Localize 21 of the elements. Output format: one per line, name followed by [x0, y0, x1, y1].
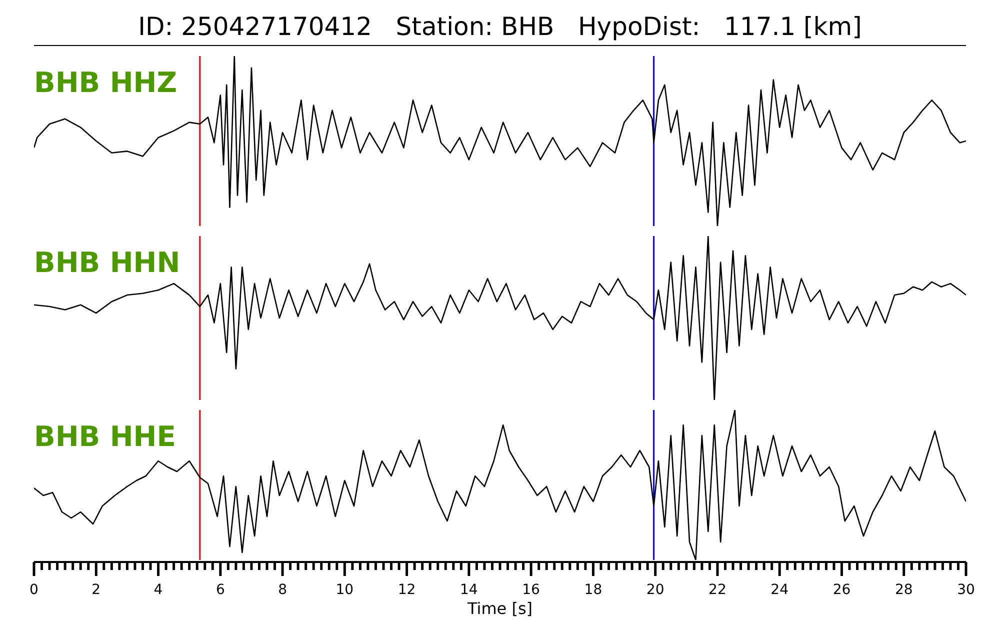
series-label: BHB HHE — [34, 420, 176, 453]
x-tick-label: 18 — [584, 582, 602, 598]
x-tick-label: 28 — [894, 582, 913, 598]
x-tick-label: 8 — [278, 582, 287, 598]
x-tick-label: 10 — [336, 582, 354, 598]
x-tick-label: 22 — [708, 582, 726, 598]
x-tick-label: 16 — [522, 582, 540, 598]
x-tick-label: 4 — [154, 582, 163, 598]
x-tick-label: 0 — [30, 582, 38, 598]
x-axis-title: Time [s] — [466, 599, 533, 618]
x-tick-label: 26 — [832, 582, 851, 598]
x-tick-label: 12 — [398, 582, 416, 598]
x-tick-label: 2 — [92, 582, 101, 598]
x-tick-label: 6 — [216, 582, 225, 598]
x-tick-label: 24 — [770, 582, 789, 598]
chart-title: ID: 250427170412 Station: BHB HypoDist: 117.1 [km] — [34, 8, 966, 46]
series-label: BHB HHZ — [34, 66, 178, 99]
x-tick-label: 14 — [460, 582, 478, 598]
x-tick-label: 20 — [646, 582, 664, 598]
series-label: BHB HHN — [34, 246, 180, 279]
x-tick-label: 30 — [957, 582, 975, 598]
